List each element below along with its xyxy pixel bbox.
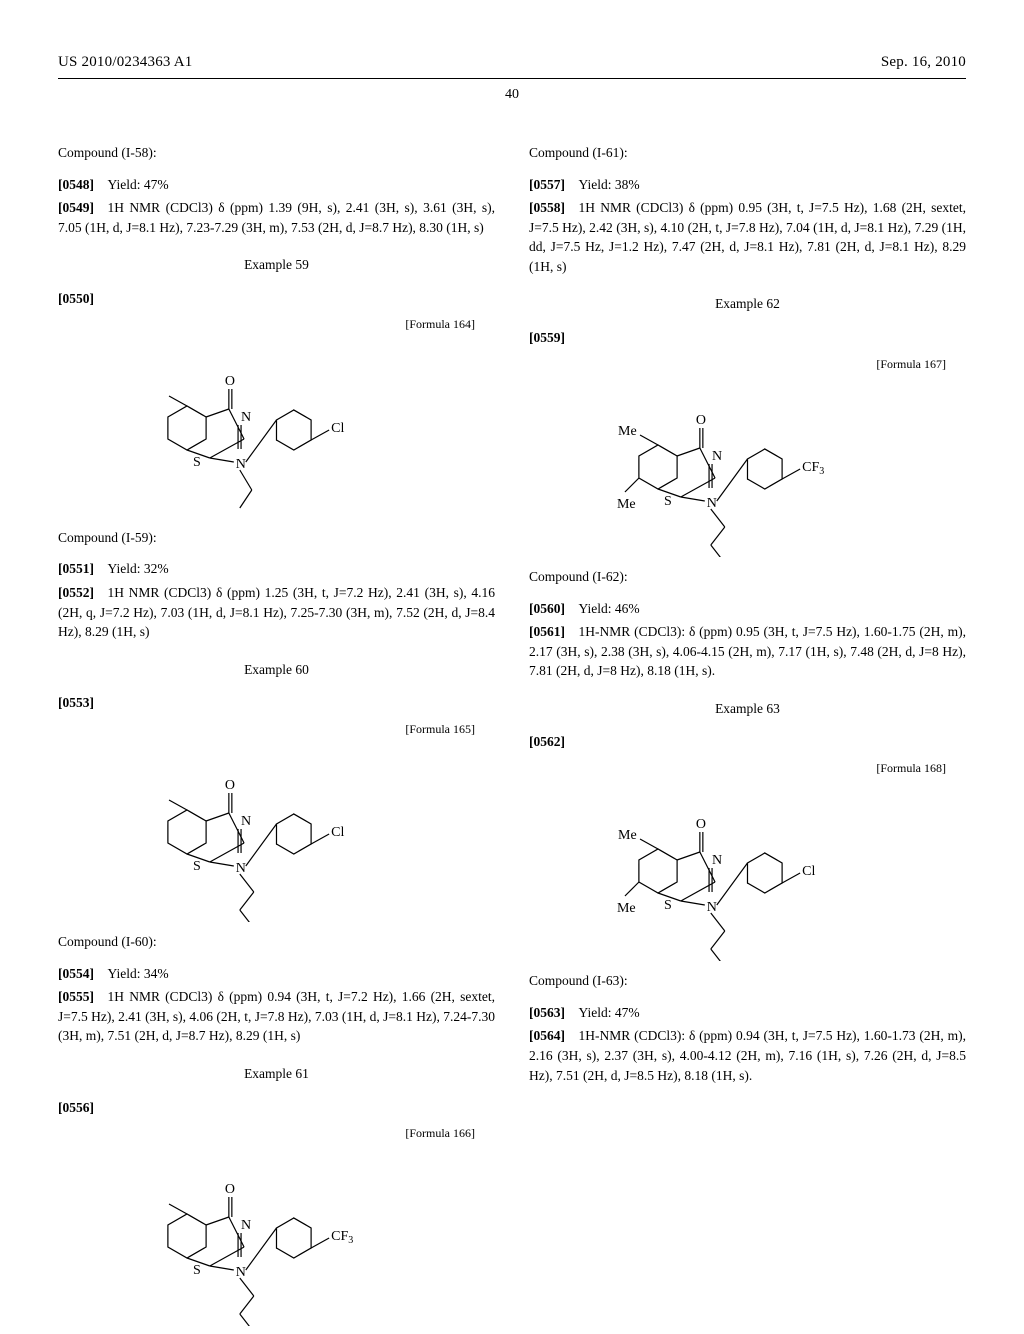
svg-text:Me: Me [618, 828, 637, 843]
example-heading: Example 63 [529, 699, 966, 719]
formula-label: [Formula 164] [58, 316, 495, 333]
svg-text:N: N [235, 457, 245, 472]
svg-text:N: N [235, 1265, 245, 1280]
pub-number: US 2010/0234363 A1 [58, 52, 192, 74]
svg-text:O: O [224, 374, 234, 389]
page-header: US 2010/0234363 A1 Sep. 16, 2010 [58, 52, 966, 74]
svg-text:N: N [706, 496, 716, 511]
formula-block: [Formula 164] O N S N Cl [58, 316, 495, 517]
header-rule [58, 78, 966, 79]
svg-text:N: N [712, 853, 722, 868]
paragraph-number: [0558] [529, 200, 565, 215]
svg-text:S: S [664, 494, 672, 509]
paragraph-number: [0560] [529, 601, 565, 616]
svg-text:N: N [241, 410, 251, 425]
paragraph-number: [0556] [58, 1100, 94, 1115]
example-heading: Example 59 [58, 255, 495, 275]
paragraph-number: [0551] [58, 561, 94, 576]
chemical-structure: O N S N CF3 [58, 1146, 495, 1326]
paragraph: [0549] 1H NMR (CDCl3) δ (ppm) 1.39 (9H, … [58, 198, 495, 237]
formula-label: [Formula 165] [58, 721, 495, 738]
example-heading: Example 60 [58, 660, 495, 680]
paragraph-number: [0561] [529, 624, 565, 639]
paragraph: [0560] Yield: 46% [529, 599, 966, 619]
svg-text:S: S [664, 898, 672, 913]
svg-text:CF3: CF3 [331, 1229, 353, 1246]
paragraph: [0551] Yield: 32% [58, 559, 495, 579]
svg-text:N: N [712, 449, 722, 464]
paragraph: [0555] 1H NMR (CDCl3) δ (ppm) 0.94 (3H, … [58, 987, 495, 1046]
svg-text:S: S [193, 859, 201, 874]
example-heading: Example 61 [58, 1064, 495, 1084]
paragraph: [0556] [58, 1098, 495, 1118]
right-column: Compound (I-61): [0557] Yield: 38% [0558] … [529, 133, 966, 1334]
page-number: 40 [58, 85, 966, 105]
chemical-structure: Me Me O N S N Cl [529, 781, 966, 961]
paragraph-number: [0553] [58, 695, 94, 710]
paragraph: [0559] [529, 328, 966, 348]
compound-label: Compound (I-58): [58, 143, 495, 163]
svg-text:N: N [241, 1218, 251, 1233]
formula-label: [Formula 167] [529, 356, 966, 373]
svg-text:N: N [241, 814, 251, 829]
paragraph: [0563] Yield: 47% [529, 1003, 966, 1023]
paragraph: [0553] [58, 693, 495, 713]
paragraph: [0558] 1H NMR (CDCl3) δ (ppm) 0.95 (3H, … [529, 198, 966, 276]
svg-text:O: O [224, 778, 234, 793]
svg-text:Cl: Cl [331, 825, 344, 840]
paragraph: [0557] Yield: 38% [529, 175, 966, 195]
svg-text:Me: Me [616, 901, 635, 916]
chemical-structure: O N S N Cl [58, 742, 495, 922]
compound-label: Compound (I-62): [529, 567, 966, 587]
svg-text:N: N [706, 900, 716, 915]
paragraph-number: [0562] [529, 734, 565, 749]
formula-block: [Formula 167] Me Me O N S N CF3 [529, 356, 966, 557]
paragraph-number: [0555] [58, 989, 94, 1004]
svg-text:S: S [193, 455, 201, 470]
paragraph-number: [0559] [529, 330, 565, 345]
paragraph: [0552] 1H NMR (CDCl3) δ (ppm) 1.25 (3H, … [58, 583, 495, 642]
svg-text:O: O [695, 817, 705, 832]
paragraph: [0550] [58, 289, 495, 309]
paragraph-number: [0549] [58, 200, 94, 215]
paragraph-number: [0554] [58, 966, 94, 981]
formula-label: [Formula 166] [58, 1125, 495, 1142]
svg-text:CF3: CF3 [802, 460, 824, 477]
chemical-structure: Me Me O N S N CF3 [529, 377, 966, 557]
left-column: Compound (I-58): [0548] Yield: 47% [0549] … [58, 133, 495, 1334]
paragraph-number: [0552] [58, 585, 94, 600]
paragraph-number: [0557] [529, 177, 565, 192]
formula-block: [Formula 168] Me Me O N S N Cl [529, 760, 966, 961]
svg-text:Me: Me [616, 497, 635, 512]
svg-text:Cl: Cl [802, 864, 815, 879]
compound-label: Compound (I-61): [529, 143, 966, 163]
paragraph: [0562] [529, 732, 966, 752]
paragraph: [0548] Yield: 47% [58, 175, 495, 195]
paragraph-number: [0550] [58, 291, 94, 306]
compound-label: Compound (I-59): [58, 528, 495, 548]
compound-label: Compound (I-60): [58, 932, 495, 952]
svg-text:O: O [695, 413, 705, 428]
formula-block: [Formula 166] O N S N CF3 [58, 1125, 495, 1326]
svg-text:O: O [224, 1182, 234, 1197]
paragraph-number: [0563] [529, 1005, 565, 1020]
two-column-layout: Compound (I-58): [0548] Yield: 47% [0549] … [58, 133, 966, 1334]
compound-label: Compound (I-63): [529, 971, 966, 991]
paragraph-number: [0548] [58, 177, 94, 192]
svg-text:N: N [235, 861, 245, 876]
formula-block: [Formula 165] O N S N Cl [58, 721, 495, 922]
svg-text:S: S [193, 1263, 201, 1278]
paragraph: [0554] Yield: 34% [58, 964, 495, 984]
paragraph: [0561] 1H-NMR (CDCl3): δ (ppm) 0.95 (3H,… [529, 622, 966, 681]
svg-text:Cl: Cl [331, 421, 344, 436]
pub-date: Sep. 16, 2010 [881, 52, 966, 74]
paragraph-number: [0564] [529, 1028, 565, 1043]
example-heading: Example 62 [529, 294, 966, 314]
formula-label: [Formula 168] [529, 760, 966, 777]
chemical-structure: O N S N Cl [58, 338, 495, 518]
paragraph: [0564] 1H-NMR (CDCl3): δ (ppm) 0.94 (3H,… [529, 1026, 966, 1085]
svg-text:Me: Me [618, 424, 637, 439]
